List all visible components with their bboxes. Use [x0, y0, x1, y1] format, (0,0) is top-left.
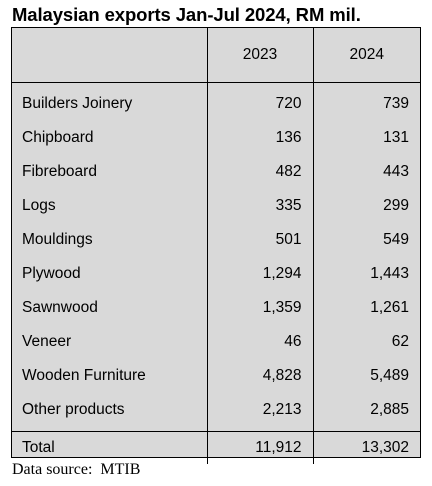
table-row: Veneer 46 62: [12, 325, 420, 359]
header-cell-label: [12, 28, 207, 83]
row-value-2024: 2,885: [312, 393, 420, 432]
total-row: Total 11,912 13,302: [12, 431, 420, 464]
table-body: Builders Joinery 720 739 Chipboard 136 131 Fib…: [12, 82, 420, 432]
row-value-2024: 5,489: [312, 359, 420, 393]
row-label: Sawnwood: [22, 299, 98, 316]
row-value-2024: 299: [312, 189, 420, 223]
total-label: Total: [12, 431, 207, 464]
table-row: Wooden Furniture 4,828 5,489: [12, 359, 420, 393]
row-value-2024: 131: [312, 121, 420, 155]
table-row: Mouldings 501 549: [12, 223, 420, 257]
row-value-2023: 136: [206, 121, 313, 155]
row-value-2023: 1,359: [206, 291, 313, 325]
row-value-2024: 443: [312, 155, 420, 189]
exports-table: 2023 2024 Builders Joinery 720 739 Chipboar…: [12, 28, 420, 464]
row-value-2023: 4,828: [206, 359, 313, 393]
row-value-2023: 720: [206, 82, 313, 121]
row-label: Chipboard: [22, 129, 94, 146]
table-row: Builders Joinery 720 739: [12, 82, 420, 121]
table-row: Chipboard 136 131: [12, 121, 420, 155]
table-row: Logs 335 299: [12, 189, 420, 223]
header-cell-2023: 2023: [206, 28, 313, 83]
row-value-2024: 62: [312, 325, 420, 359]
total-value-2023: 11,912: [206, 431, 313, 464]
table-row: Other products 2,213 2,885: [12, 393, 420, 432]
row-label: Plywood: [22, 265, 81, 282]
total-value-2024: 13,302: [312, 431, 420, 464]
row-label: Mouldings: [22, 231, 93, 248]
header-row: 2023 2024: [12, 28, 420, 83]
row-value-2024: 1,261: [312, 291, 420, 325]
table-row: Plywood 1,294 1,443: [12, 257, 420, 291]
row-label: Wooden Furniture: [22, 367, 146, 384]
row-value-2024: 1,443: [312, 257, 420, 291]
exports-table-container: 2023 2024 Builders Joinery 720 739 Chipboar…: [11, 27, 421, 464]
table-row: Fibreboard 482 443: [12, 155, 420, 189]
row-value-2023: 482: [206, 155, 313, 189]
row-value-2023: 1,294: [206, 257, 313, 291]
row-value-2024: 739: [312, 82, 420, 121]
row-label: Other products: [22, 401, 125, 418]
row-label: Logs: [22, 197, 56, 214]
row-value-2023: 335: [206, 189, 313, 223]
chart-title: Malaysian exports Jan-Jul 2024, RM mil.: [12, 4, 361, 25]
row-value-2024: 549: [312, 223, 420, 257]
row-value-2023: 46: [206, 325, 313, 359]
row-label: Builders Joinery: [22, 95, 133, 112]
row-label: Veneer: [22, 333, 72, 350]
data-source-note: Data source: MTIB: [12, 461, 141, 478]
header-cell-2024: 2024: [312, 28, 420, 83]
row-value-2023: 501: [206, 223, 313, 257]
row-label: Fibreboard: [22, 163, 97, 180]
row-value-2023: 2,213: [206, 393, 313, 432]
table-row: Sawnwood 1,359 1,261: [12, 291, 420, 325]
